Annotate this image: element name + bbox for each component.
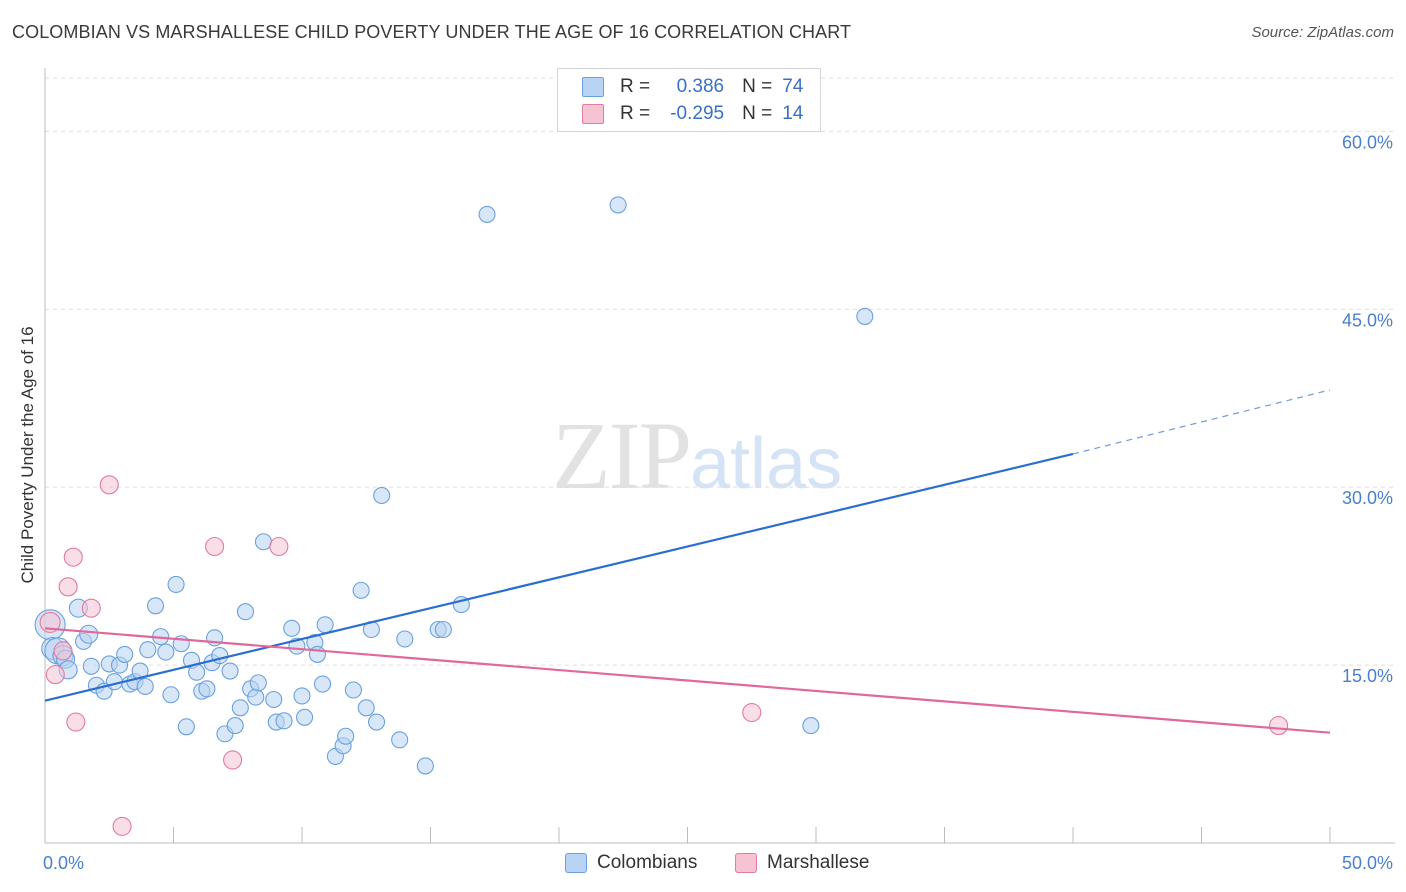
legend-item-marshallese[interactable]: Marshallese bbox=[735, 852, 869, 874]
trend-line-colombians bbox=[44, 452, 1074, 702]
legend-swatch-blue bbox=[582, 77, 604, 97]
point-marshallese bbox=[99, 475, 119, 495]
legend-label-marshallese: Marshallese bbox=[767, 852, 870, 873]
x-tick-label: 0.0% bbox=[43, 853, 84, 873]
point-colombians bbox=[283, 619, 301, 637]
y-tick-label: 45.0% bbox=[1342, 310, 1393, 330]
point-colombians bbox=[296, 708, 314, 726]
stats-legend: R = 0.386 N = 74 R = -0.295 N = 14 bbox=[557, 68, 821, 132]
point-colombians bbox=[391, 731, 409, 749]
point-colombians bbox=[177, 718, 195, 736]
point-colombians bbox=[249, 674, 267, 692]
point-colombians bbox=[396, 630, 414, 648]
point-colombians bbox=[162, 686, 180, 704]
point-marshallese bbox=[45, 665, 65, 685]
legend-r-value: 0.386 bbox=[676, 76, 725, 97]
point-colombians bbox=[314, 675, 332, 693]
point-colombians bbox=[226, 717, 244, 735]
point-marshallese bbox=[81, 598, 101, 618]
legend-swatch-colombians bbox=[565, 853, 587, 873]
trend-lines bbox=[44, 389, 1331, 734]
point-marshallese bbox=[58, 577, 78, 597]
point-marshallese bbox=[53, 641, 73, 661]
point-marshallese bbox=[112, 816, 132, 836]
legend-n-label: N = bbox=[742, 103, 773, 124]
legend-swatch-pink bbox=[582, 104, 604, 124]
y-tick-label: 30.0% bbox=[1342, 488, 1393, 508]
legend-row-colombians: R = 0.386 N = 74 bbox=[582, 74, 803, 100]
point-colombians bbox=[79, 624, 99, 644]
trend-line-colombians-extension bbox=[1072, 389, 1331, 455]
point-colombians bbox=[275, 712, 293, 730]
point-colombians bbox=[337, 727, 355, 745]
legend-r-label: R = bbox=[620, 76, 651, 97]
point-colombians bbox=[344, 681, 362, 699]
axes bbox=[44, 68, 1395, 844]
point-colombians bbox=[802, 717, 820, 735]
point-colombians bbox=[136, 677, 154, 695]
watermark: ZIPatlas bbox=[552, 400, 842, 511]
point-colombians bbox=[352, 581, 370, 599]
series-legend: Colombians Marshallese bbox=[0, 852, 1406, 878]
legend-row-marshallese: R = -0.295 N = 14 bbox=[582, 101, 803, 127]
grid-lines bbox=[45, 77, 1395, 666]
point-colombians bbox=[316, 616, 334, 634]
point-colombians bbox=[116, 645, 134, 663]
source-label: Source: ZipAtlas.com bbox=[1251, 24, 1394, 41]
point-colombians bbox=[231, 699, 249, 717]
point-colombians bbox=[198, 680, 216, 698]
point-colombians bbox=[856, 307, 874, 325]
point-colombians bbox=[247, 688, 265, 706]
point-colombians bbox=[167, 575, 185, 593]
point-colombians bbox=[373, 486, 391, 505]
data-points bbox=[34, 196, 1289, 836]
legend-label-colombians: Colombians bbox=[597, 852, 698, 873]
legend-n-value: 14 bbox=[782, 103, 804, 124]
watermark-zip: ZIP bbox=[552, 402, 692, 509]
watermark-atlas: atlas bbox=[690, 424, 843, 504]
legend-swatch-marshallese bbox=[735, 853, 757, 873]
point-colombians bbox=[609, 196, 627, 214]
point-marshallese bbox=[269, 536, 289, 557]
legend-n-value: 74 bbox=[782, 76, 804, 97]
point-colombians bbox=[367, 713, 386, 731]
point-colombians bbox=[357, 699, 375, 717]
point-colombians bbox=[265, 690, 283, 709]
point-colombians bbox=[139, 641, 157, 659]
point-colombians bbox=[478, 205, 496, 223]
legend-r-value: -0.295 bbox=[670, 103, 725, 124]
point-colombians bbox=[221, 662, 239, 680]
y-tick-label: 60.0% bbox=[1342, 132, 1393, 152]
y-tick-label: 15.0% bbox=[1342, 666, 1393, 686]
point-colombians bbox=[293, 687, 311, 705]
point-colombians bbox=[157, 643, 175, 661]
x-tick-label: 50.0% bbox=[1342, 853, 1393, 873]
chart-title: COLOMBIAN VS MARSHALLESE CHILD POVERTY U… bbox=[12, 22, 852, 42]
point-marshallese bbox=[742, 702, 762, 723]
point-colombians bbox=[254, 533, 273, 551]
point-marshallese bbox=[205, 536, 225, 557]
point-colombians bbox=[131, 662, 149, 680]
point-colombians bbox=[82, 657, 100, 675]
point-marshallese bbox=[66, 712, 86, 732]
point-marshallese bbox=[1269, 716, 1289, 736]
point-marshallese bbox=[63, 547, 83, 567]
legend-n-label: N = bbox=[742, 76, 773, 97]
point-marshallese bbox=[223, 750, 243, 770]
legend-r-label: R = bbox=[620, 103, 651, 124]
y-axis-label: Child Poverty Under the Age of 16 bbox=[18, 326, 37, 583]
point-colombians bbox=[416, 757, 434, 775]
point-colombians bbox=[146, 597, 165, 615]
point-colombians bbox=[236, 603, 255, 621]
trend-line-marshallese bbox=[44, 627, 1331, 734]
legend-item-colombians[interactable]: Colombians bbox=[565, 852, 697, 874]
point-colombians bbox=[308, 645, 326, 663]
tick-labels: 15.0% 30.0% 45.0% 60.0% 0.0% 50.0% bbox=[43, 132, 1393, 873]
point-colombians bbox=[434, 620, 452, 639]
